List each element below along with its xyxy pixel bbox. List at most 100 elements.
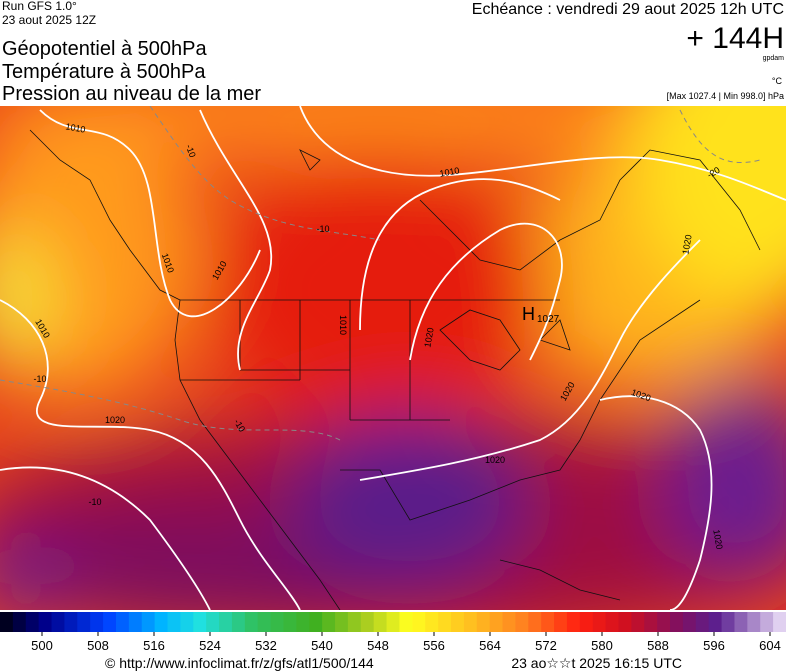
colorbar-swatch	[386, 612, 400, 632]
header: Run GFS 1.0° 23 aout 2025 12Z Géopotenti…	[2, 0, 784, 105]
high-pressure-value: 1027	[537, 314, 560, 325]
colorbar: 500 508 516 524 532 540 548 556 564 572 580 588 596 6…	[0, 612, 786, 653]
isobar-label: 1020	[485, 455, 505, 465]
colorbar-swatch	[322, 612, 336, 632]
colorbar-swatch	[399, 612, 413, 632]
colorbar-label: 572	[535, 638, 557, 653]
colorbar-swatch	[502, 612, 516, 632]
colorbar-swatch	[296, 612, 310, 632]
colorbar-swatch	[541, 612, 555, 632]
colorbar-swatch	[747, 612, 761, 632]
geo-unit: gpdam	[763, 55, 785, 62]
lead-time: + 144H	[686, 22, 784, 55]
colorbar-label: 540	[311, 638, 333, 653]
colorbar-swatch	[605, 612, 619, 632]
title-line: Géopotentiel à 500hPa	[2, 38, 207, 60]
isobars	[0, 106, 786, 610]
colorbar-swatch	[103, 612, 117, 632]
colorbar-label: 604	[759, 638, 781, 653]
colorbar-swatch	[64, 612, 78, 632]
colorbar-swatch	[657, 612, 671, 632]
colorbar-swatch	[231, 612, 246, 632]
colorbar-swatch	[244, 612, 259, 632]
colorbar-label: 508	[87, 638, 109, 653]
colorbar-swatch	[38, 612, 53, 632]
colorbar-swatch	[373, 612, 388, 632]
colorbar-swatch	[515, 612, 529, 632]
colorbar-swatch	[77, 612, 91, 632]
temp-unit: °C	[772, 76, 783, 86]
run-date: 23 aout 2025 12Z	[2, 13, 96, 27]
colorbar-swatch	[554, 612, 568, 632]
run-label: Run GFS 1.0°	[2, 0, 77, 13]
colorbar-swatch	[618, 612, 632, 632]
source-url: © http://www.infoclimat.fr/z/gfs/atl1/50…	[105, 655, 374, 671]
pressure-range: [Max 1027.4 | Min 998.0] hPa	[667, 91, 784, 101]
isobar-label: 1010	[65, 121, 86, 134]
colorbar-label: 548	[367, 638, 389, 653]
colorbar-swatch	[631, 612, 645, 632]
colorbar-label: 556	[423, 638, 445, 653]
colorbar-swatch	[167, 612, 181, 632]
colorbar-swatch	[219, 612, 233, 632]
colorbar-swatch	[670, 612, 684, 632]
colorbar-swatch	[347, 612, 362, 632]
colorbar-swatch	[12, 612, 27, 632]
colorbar-swatch	[644, 612, 658, 632]
colorbar-swatch	[360, 612, 375, 632]
forecast-time: Echéance : vendredi 29 aout 2025 12h UTC	[472, 1, 784, 18]
colorbar-swatch	[283, 612, 297, 632]
colorbar-swatch	[773, 612, 786, 632]
isobar-label: 1020	[680, 234, 693, 255]
colorbar-swatch	[708, 612, 723, 632]
isotherm-label: -10	[88, 497, 101, 507]
timestamp: 23 ao☆☆t 2025 16:15 UTC	[511, 655, 682, 671]
isobar-label: 1020	[422, 327, 435, 348]
isobar-label: 1010	[439, 165, 460, 178]
colorbar-swatch	[193, 612, 207, 632]
colorbar-swatch	[257, 612, 272, 632]
colorbar-swatch	[270, 612, 284, 632]
isotherm-label: -10	[184, 143, 198, 159]
colorbar-label: 588	[647, 638, 669, 653]
high-pressure-letter: H	[522, 304, 535, 324]
colorbar-swatch	[682, 612, 697, 632]
colorbar-swatch	[450, 612, 465, 632]
colorbar-swatch	[695, 612, 710, 632]
isotherm-label: -10	[316, 224, 329, 234]
colorbar-swatch	[425, 612, 439, 632]
isobar-label: 1010	[338, 315, 348, 335]
colorbar-swatch	[476, 612, 491, 632]
colorbar-label: 500	[31, 638, 53, 653]
colorbar-swatch	[0, 612, 14, 632]
title-line: Température à 500hPa	[2, 61, 206, 83]
isobar-label: 1020	[711, 529, 724, 550]
colorbar-swatch	[528, 612, 542, 632]
colorbar-swatch	[566, 612, 581, 632]
colorbar-swatch	[180, 612, 194, 632]
title-line: Pression au niveau de la mer	[2, 83, 261, 105]
colorbar-swatch	[489, 612, 504, 632]
colorbar-swatch	[128, 612, 143, 632]
colorbar-label: 516	[143, 638, 165, 653]
colorbar-swatch	[335, 612, 349, 632]
colorbar-swatch	[25, 612, 40, 632]
colorbar-swatch	[309, 612, 323, 632]
isotherms	[0, 106, 761, 441]
isobar-label: 1020	[105, 415, 125, 425]
colorbar-swatch	[592, 612, 607, 632]
colorbar-label: 532	[255, 638, 277, 653]
colorbar-swatch	[579, 612, 594, 632]
colorbar-swatch	[734, 612, 748, 632]
colorbar-label: 580	[591, 638, 613, 653]
colorbar-swatch	[438, 612, 452, 632]
isotherm-label: -10	[33, 374, 46, 384]
colorbar-label: 564	[479, 638, 501, 653]
colorbar-label: 596	[703, 638, 725, 653]
colorbar-swatch	[760, 612, 774, 632]
colorbar-label: 524	[199, 638, 221, 653]
coastlines	[29, 129, 761, 610]
colorbar-swatch	[412, 612, 426, 632]
